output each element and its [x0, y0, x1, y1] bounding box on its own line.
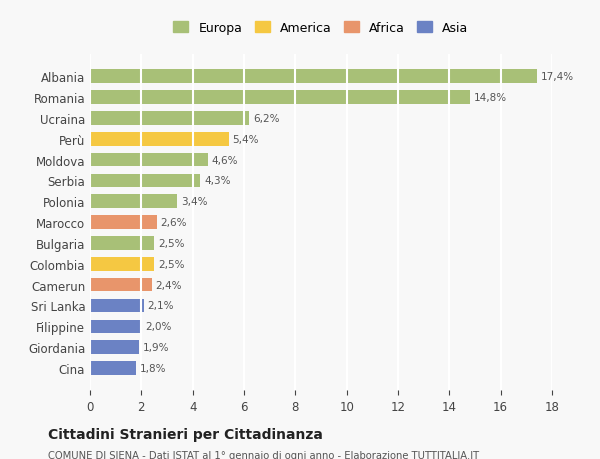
Bar	[90, 278, 152, 292]
Bar	[90, 361, 136, 375]
Text: 2,1%: 2,1%	[148, 301, 174, 311]
Bar	[90, 70, 536, 84]
Bar	[90, 320, 142, 333]
Text: 14,8%: 14,8%	[474, 93, 507, 103]
Text: 6,2%: 6,2%	[253, 114, 280, 123]
Bar	[90, 195, 177, 208]
Bar	[90, 153, 208, 167]
Bar	[90, 257, 154, 271]
Bar	[90, 216, 157, 230]
Text: 17,4%: 17,4%	[541, 72, 574, 82]
Text: COMUNE DI SIENA - Dati ISTAT al 1° gennaio di ogni anno - Elaborazione TUTTITALI: COMUNE DI SIENA - Dati ISTAT al 1° genna…	[48, 450, 479, 459]
Legend: Europa, America, Africa, Asia: Europa, America, Africa, Asia	[170, 18, 472, 38]
Bar	[90, 174, 200, 188]
Text: 2,6%: 2,6%	[161, 218, 187, 228]
Text: 2,0%: 2,0%	[145, 322, 172, 331]
Bar	[90, 299, 144, 313]
Bar	[90, 237, 154, 250]
Bar	[90, 341, 139, 354]
Text: 3,4%: 3,4%	[181, 197, 208, 207]
Text: 2,4%: 2,4%	[155, 280, 182, 290]
Bar	[90, 133, 229, 146]
Text: 1,9%: 1,9%	[143, 342, 169, 353]
Text: 2,5%: 2,5%	[158, 259, 185, 269]
Bar	[90, 112, 249, 125]
Text: 2,5%: 2,5%	[158, 238, 185, 248]
Text: 5,4%: 5,4%	[232, 134, 259, 145]
Text: 1,8%: 1,8%	[140, 363, 167, 373]
Bar	[90, 91, 470, 105]
Text: Cittadini Stranieri per Cittadinanza: Cittadini Stranieri per Cittadinanza	[48, 427, 323, 441]
Text: 4,3%: 4,3%	[204, 176, 231, 186]
Text: 4,6%: 4,6%	[212, 155, 238, 165]
